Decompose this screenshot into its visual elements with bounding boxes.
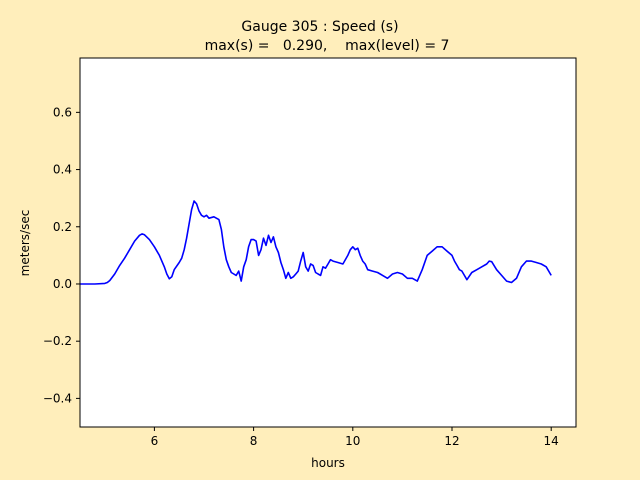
x-tick-label: 10 [345,434,360,448]
x-axis: 6 8 10 12 14 [151,427,559,448]
y-axis-label: meters/sec [18,210,32,277]
y-tick-label: −0.4 [43,391,72,405]
y-tick-label: 0.6 [53,105,72,119]
x-axis-label: hours [311,456,345,470]
y-tick-label: 0.0 [53,277,72,291]
chart-title: Gauge 305 : Speed (s) [241,19,398,35]
y-tick-label: 0.2 [53,220,72,234]
plot-area [80,58,576,427]
speed-series-line [80,200,552,285]
plot-frame [79,57,577,428]
chart-subtitle: max(s) = 0.290, max(level) = 7 [205,38,450,54]
x-tick-label: 6 [151,434,159,448]
x-tick-label: 14 [544,434,559,448]
y-tick-label: −0.2 [43,334,72,348]
y-tick-label: 0.4 [53,163,72,177]
x-tick-label: 12 [444,434,459,448]
x-tick-label: 8 [250,434,258,448]
series-layer [80,200,552,285]
y-axis: −0.4 −0.2 0.0 0.2 0.4 0.6 [43,105,80,405]
